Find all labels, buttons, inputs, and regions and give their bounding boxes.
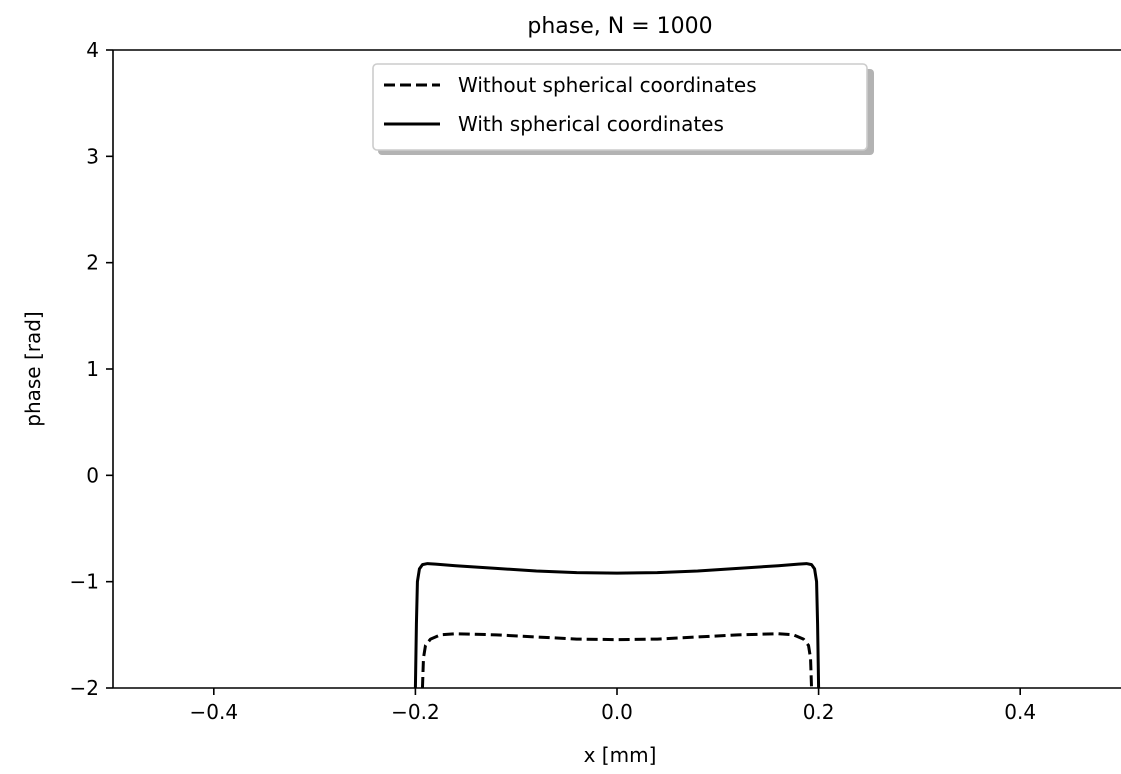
x-tick-label: 0.4	[1004, 700, 1036, 724]
series-layer	[413, 562, 821, 689]
y-tick-label: −2	[70, 676, 99, 700]
legend: Without spherical coordinates With spher…	[372, 63, 874, 155]
legend-box	[372, 63, 868, 151]
y-tick-label: −1	[70, 570, 99, 594]
y-tick-label: 3	[86, 144, 99, 168]
x-tick-label: −0.4	[190, 700, 239, 724]
y-axis-ticks: −2 −1 0 1 2 3 4	[70, 38, 113, 700]
x-tick-label: −0.2	[391, 700, 440, 724]
legend-label-with-spherical: With spherical coordinates	[458, 112, 724, 136]
x-axis-ticks: −0.4 −0.2 0.0 0.2 0.4	[190, 688, 1036, 724]
y-tick-label: 2	[86, 251, 99, 275]
series-line-0	[420, 632, 814, 689]
chart-title: phase, N = 1000	[527, 14, 712, 39]
x-tick-label: 0.2	[803, 700, 835, 724]
y-axis-label: phase [rad]	[21, 311, 45, 427]
series-line-1	[413, 562, 821, 689]
y-tick-label: 1	[86, 357, 99, 381]
y-tick-label: 4	[86, 38, 99, 62]
x-axis-label: x [mm]	[584, 743, 657, 767]
x-tick-label: 0.0	[601, 700, 633, 724]
y-tick-label: 0	[86, 463, 99, 487]
legend-label-without-spherical: Without spherical coordinates	[458, 73, 757, 97]
